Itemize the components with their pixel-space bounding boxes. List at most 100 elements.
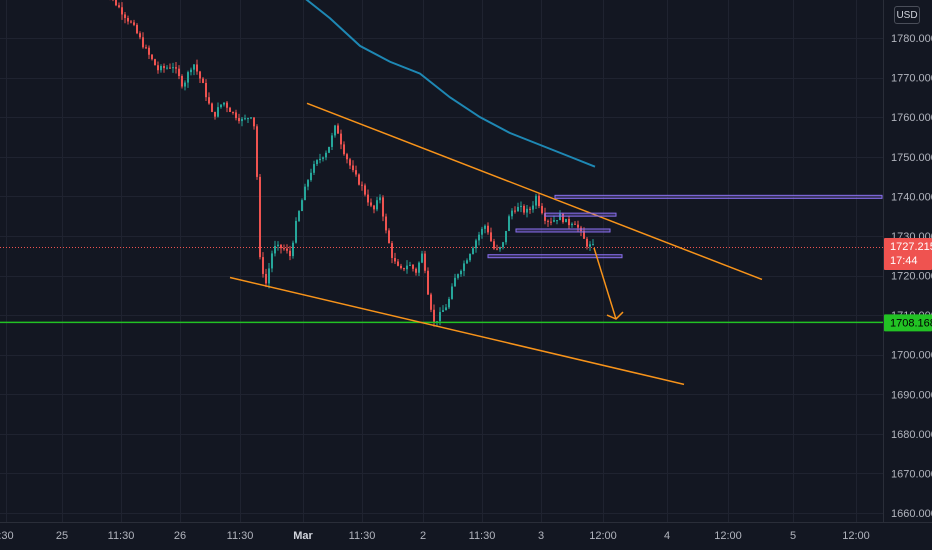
candle-body	[373, 205, 375, 210]
candle-body	[154, 59, 156, 66]
candle-body	[472, 248, 474, 255]
candle-body	[445, 307, 447, 311]
candle-body	[241, 118, 243, 122]
candle-body	[322, 157, 324, 159]
candles	[109, 0, 594, 327]
price-tags: 1727.215 17:44 1708.168	[884, 237, 932, 332]
candle-body	[406, 265, 408, 270]
projection-arrow-line[interactable]	[593, 247, 617, 320]
candle-body	[448, 298, 450, 308]
candle-body	[124, 14, 126, 18]
time-tick-label: 25	[56, 530, 68, 542]
candle-body	[565, 218, 567, 223]
candle-body	[211, 103, 213, 112]
candle-body	[283, 248, 285, 250]
candle-body	[484, 225, 486, 229]
time-tick-label: 11:30	[349, 530, 376, 542]
candle-body	[115, 0, 117, 6]
zone-box[interactable]	[554, 194, 883, 199]
grid-lines	[0, 0, 883, 522]
price-tick-label: 1780.000	[891, 33, 932, 45]
candle-body	[208, 97, 210, 104]
candle-body	[148, 47, 150, 55]
currency-badge[interactable]: USD	[894, 6, 920, 24]
candle-body	[499, 247, 501, 250]
candle-body	[334, 125, 336, 136]
candle-body	[442, 310, 444, 312]
candle-body	[541, 206, 543, 214]
candle-body	[259, 176, 261, 258]
candle-body	[175, 67, 177, 69]
candle-body	[556, 220, 558, 222]
candle-body	[475, 240, 477, 249]
zone-box[interactable]	[515, 228, 611, 233]
candle-body	[496, 248, 498, 250]
candle-body	[352, 165, 354, 171]
price-tick-label: 1770.000	[891, 73, 932, 85]
candle-body	[577, 224, 579, 228]
time-tick-label: Mar	[293, 530, 313, 542]
candle-body	[511, 210, 513, 217]
support-price-tag	[884, 314, 932, 332]
current-price-value: 1727.215	[890, 241, 932, 253]
candle-body	[256, 126, 258, 177]
zone-box[interactable]	[544, 212, 617, 217]
candle-body	[550, 221, 552, 223]
candle-body	[589, 244, 591, 247]
time-tick-label: 2	[420, 530, 426, 542]
candle-body	[217, 107, 219, 117]
price-tick-label: 1760.000	[891, 112, 932, 124]
candle-countdown: 17:44	[890, 255, 918, 267]
candle-body	[178, 68, 180, 77]
candle-body	[562, 213, 564, 223]
time-tick-label: :30	[0, 530, 14, 542]
candle-body	[415, 268, 417, 273]
candle-body	[421, 253, 423, 263]
candle-body	[523, 205, 525, 213]
candle-body	[220, 104, 222, 108]
candle-body	[412, 264, 414, 269]
candle-body	[349, 159, 351, 166]
candle-body	[493, 241, 495, 249]
candle-body	[367, 194, 369, 203]
candle-body	[451, 286, 453, 299]
channel-lower-line[interactable]	[229, 276, 685, 386]
candle-body	[118, 5, 120, 8]
candle-body	[196, 64, 198, 72]
candle-body	[517, 206, 519, 212]
candle-body	[181, 76, 183, 87]
candle-body	[253, 117, 255, 127]
moving-average-line[interactable]	[295, 0, 596, 168]
time-axis[interactable]: :30 25 11:30 26 11:30 Mar 11:30 2 11:30 3 12:00 4 12…	[0, 530, 870, 542]
candle-body	[133, 22, 135, 25]
candle-body	[199, 71, 201, 79]
candle-body	[394, 257, 396, 262]
channel-upper-line[interactable]	[306, 102, 763, 281]
candle-body	[529, 208, 531, 210]
candle-body	[535, 195, 537, 206]
drawings[interactable]	[0, 0, 883, 386]
candle-body	[121, 7, 123, 15]
price-tick-label: 1680.000	[891, 429, 932, 441]
candle-body	[559, 213, 561, 221]
price-tick-label: 1750.000	[891, 152, 932, 164]
time-tick-label: 11:30	[227, 530, 254, 542]
candle-body	[439, 311, 441, 322]
candle-body	[343, 144, 345, 155]
candle-body	[466, 260, 468, 264]
candle-body	[289, 250, 291, 257]
candle-body	[160, 65, 162, 71]
time-tick-label: 12:00	[714, 530, 742, 542]
candle-body	[265, 273, 267, 284]
candle-body	[307, 180, 309, 187]
price-tick-label: 1690.000	[891, 389, 932, 401]
candle-body	[460, 270, 462, 275]
candle-body	[268, 268, 270, 284]
candle-body	[214, 111, 216, 117]
zone-box[interactable]	[487, 254, 623, 259]
time-tick-label: 26	[174, 530, 186, 542]
candle-body	[469, 254, 471, 261]
time-tick-label: 11:30	[469, 530, 496, 542]
